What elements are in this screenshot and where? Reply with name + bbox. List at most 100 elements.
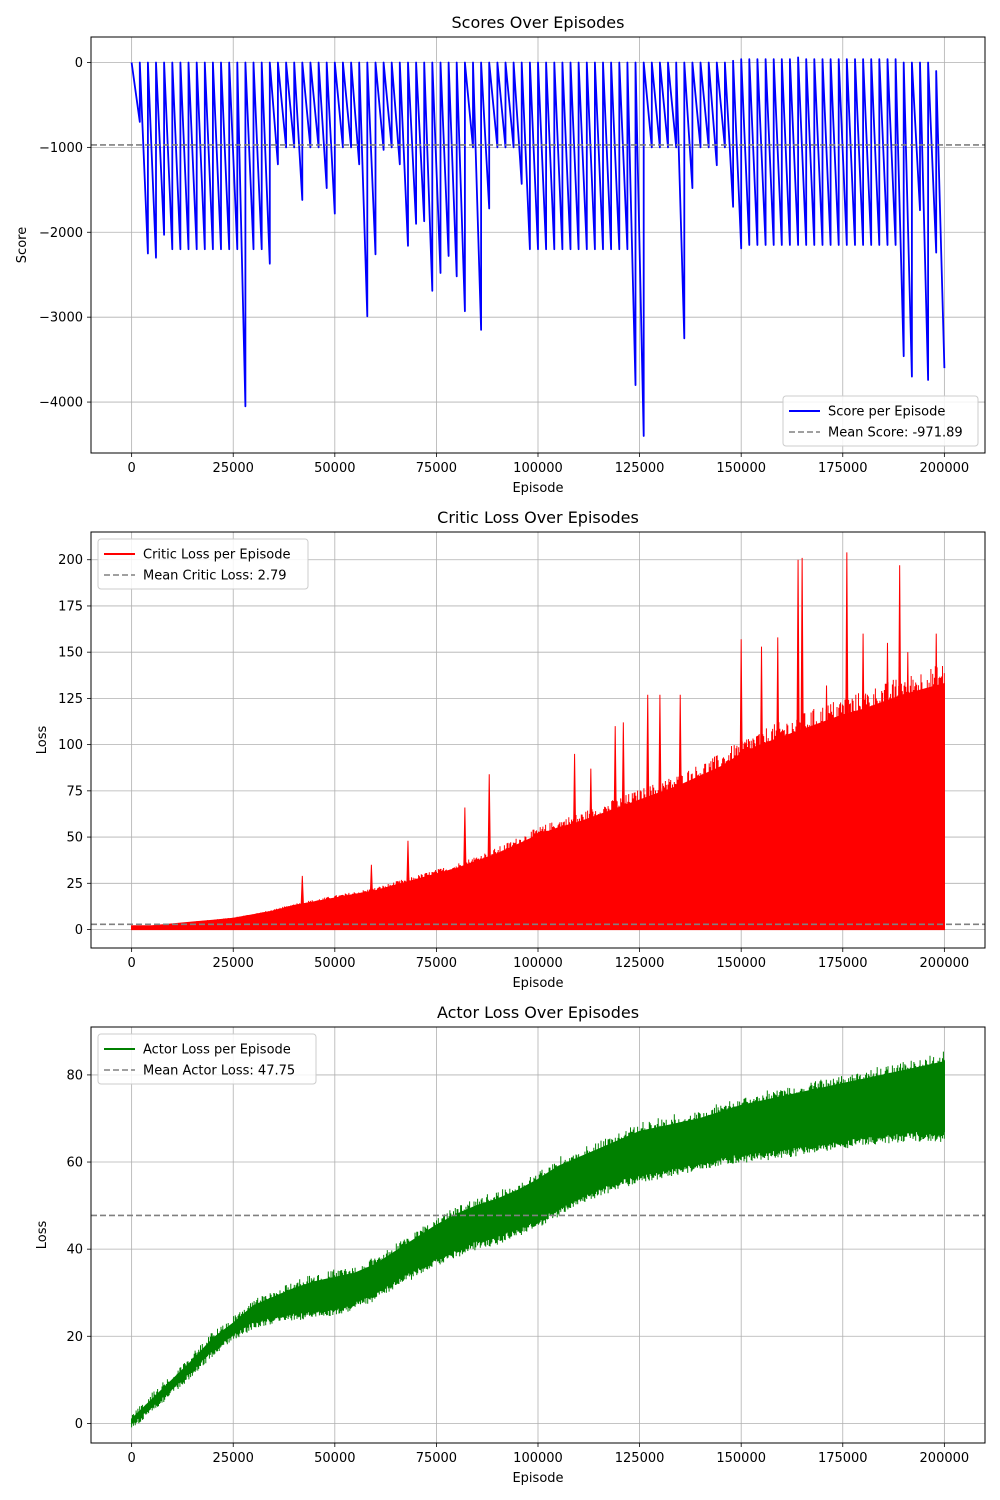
loss-spike xyxy=(572,753,577,867)
x-tick-label: 100000 xyxy=(513,461,563,476)
x-tick-label: 125000 xyxy=(615,956,665,971)
y-tick-label: −1000 xyxy=(39,141,83,156)
loss-spike xyxy=(844,552,849,801)
x-tick-label: 50000 xyxy=(314,461,355,476)
chart-title: Actor Loss Over Episodes xyxy=(437,1003,639,1022)
y-tick-label: 0 xyxy=(75,56,83,71)
x-tick-label: 100000 xyxy=(513,956,563,971)
loss-spike xyxy=(300,875,305,915)
y-tick-label: 0 xyxy=(75,1417,83,1432)
loss-spike xyxy=(588,768,593,864)
legend-label: Mean Score: -971.89 xyxy=(828,426,963,441)
legend-frame xyxy=(97,538,309,590)
loss-spike xyxy=(800,557,805,811)
loss-spike xyxy=(861,633,866,798)
chart-panel-2: 0 25000 50000 75000 100000 125000 150000 175000… xyxy=(35,1003,986,1486)
loss-spike xyxy=(405,840,410,902)
plot-area xyxy=(91,1051,985,1428)
y-tick-label: 20 xyxy=(66,1330,83,1345)
legend-label: Critic Loss per Episode xyxy=(143,548,290,563)
x-tick-label: 150000 xyxy=(716,956,766,971)
loss-spike xyxy=(759,646,764,820)
score-series-line xyxy=(130,56,946,437)
loss-spike xyxy=(897,565,902,791)
plot-area xyxy=(91,552,985,931)
x-tick-label: 75000 xyxy=(416,956,457,971)
x-tick-label: 75000 xyxy=(416,1451,457,1466)
y-tick-label: −3000 xyxy=(39,311,83,326)
x-tick-label: 200000 xyxy=(920,1451,970,1466)
x-tick-label: 150000 xyxy=(716,1451,766,1466)
legend-frame xyxy=(97,1033,317,1085)
legend-frame xyxy=(782,395,979,447)
chart-title: Scores Over Episodes xyxy=(452,13,625,32)
loss-spike xyxy=(621,722,626,856)
legend-label: Mean Actor Loss: 47.75 xyxy=(143,1064,295,1079)
y-tick-label: 80 xyxy=(66,1068,83,1083)
y-tick-label: 125 xyxy=(58,692,83,707)
legend-label: Mean Critic Loss: 2.79 xyxy=(143,569,287,584)
loss-spike xyxy=(678,694,683,844)
loss-spike xyxy=(462,807,467,892)
y-tick-label: 175 xyxy=(58,599,83,614)
loss-spike xyxy=(905,652,910,789)
x-tick-label: 25000 xyxy=(213,461,254,476)
y-tick-label: 75 xyxy=(66,784,83,799)
plot-area xyxy=(91,56,985,437)
loss-spike xyxy=(739,639,744,825)
legend: Actor Loss per Episode Mean Actor Loss: 4… xyxy=(97,1033,317,1085)
y-axis-label: Score xyxy=(15,227,30,263)
loss-spike xyxy=(824,685,829,805)
legend: Score per Episode Mean Score: -971.89 xyxy=(782,395,979,447)
x-tick-label: 100000 xyxy=(513,1451,563,1466)
x-tick-label: 125000 xyxy=(615,1451,665,1466)
chart-panel-1: 0 25000 50000 75000 100000 125000 150000 175000… xyxy=(35,508,986,991)
y-axis-label: Loss xyxy=(35,726,50,755)
y-tick-label: −2000 xyxy=(39,226,83,241)
y-tick-label: 50 xyxy=(66,831,83,846)
y-axis-label: Loss xyxy=(35,1221,50,1250)
x-tick-label: 200000 xyxy=(920,956,970,971)
x-tick-label: 0 xyxy=(127,461,135,476)
y-tick-label: 60 xyxy=(66,1156,83,1171)
x-tick-label: 175000 xyxy=(818,461,868,476)
loss-spike xyxy=(613,726,618,858)
x-tick-label: 175000 xyxy=(818,1451,868,1466)
x-axis-label: Episode xyxy=(512,976,563,991)
chart-title: Critic Loss Over Episodes xyxy=(437,508,639,527)
loss-spike xyxy=(487,774,492,887)
x-tick-label: 0 xyxy=(127,1451,135,1466)
x-tick-label: 150000 xyxy=(716,461,766,476)
legend-label: Actor Loss per Episode xyxy=(143,1043,291,1058)
loss-spike xyxy=(934,633,939,784)
loss-spike xyxy=(885,642,890,793)
x-tick-label: 175000 xyxy=(818,956,868,971)
x-tick-label: 25000 xyxy=(213,956,254,971)
legend: Critic Loss per Episode Mean Critic Loss:… xyxy=(97,538,309,590)
loss-spike xyxy=(369,864,374,908)
y-tick-label: 100 xyxy=(58,738,83,753)
y-tick-label: 0 xyxy=(75,923,83,938)
loss-spike xyxy=(796,559,801,812)
x-axis-label: Episode xyxy=(512,1471,563,1486)
x-tick-label: 25000 xyxy=(213,1451,254,1466)
x-tick-label: 50000 xyxy=(314,1451,355,1466)
legend-label: Score per Episode xyxy=(828,405,945,420)
y-tick-label: 40 xyxy=(66,1243,83,1258)
x-tick-label: 75000 xyxy=(416,461,457,476)
y-tick-label: 150 xyxy=(58,646,83,661)
loss-series-noise xyxy=(131,1051,945,1428)
y-tick-label: −4000 xyxy=(39,396,83,411)
x-tick-label: 125000 xyxy=(615,461,665,476)
loss-spike xyxy=(775,637,780,816)
x-tick-label: 200000 xyxy=(920,461,970,476)
y-tick-label: 25 xyxy=(66,877,83,892)
chart-panel-0: 0 25000 50000 75000 100000 125000 150000 175000… xyxy=(15,13,986,496)
y-tick-label: 200 xyxy=(58,553,83,568)
loss-spike xyxy=(645,694,650,851)
x-tick-label: 0 xyxy=(127,956,135,971)
loss-spike xyxy=(657,694,662,848)
x-axis-label: Episode xyxy=(512,481,563,496)
x-tick-label: 50000 xyxy=(314,956,355,971)
